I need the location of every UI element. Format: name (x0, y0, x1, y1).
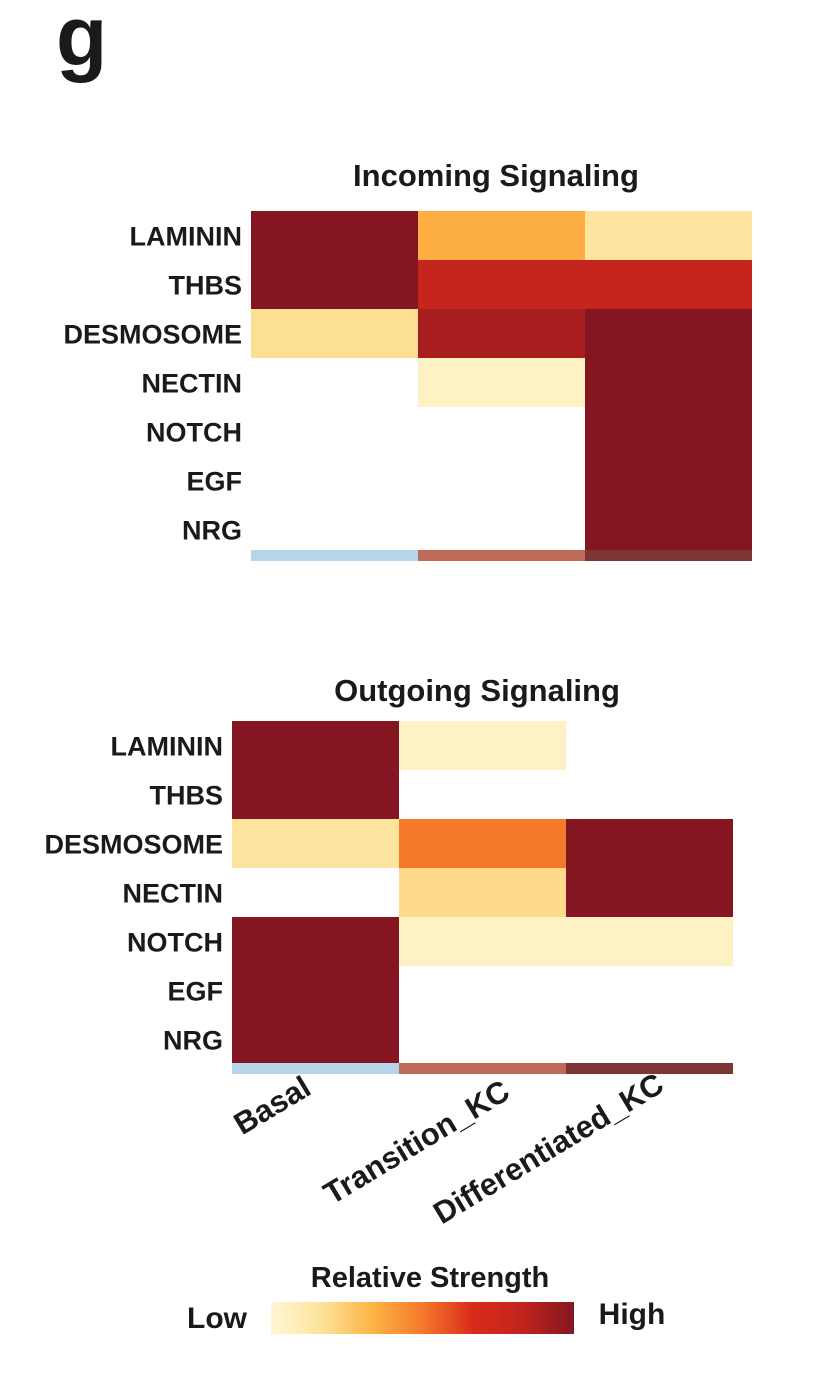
row-label-laminin: LAMININ (130, 222, 242, 252)
heatmap-cell-notch-transition-kc (399, 917, 566, 966)
heatmap-cell-nrg-differentiated-kc (585, 505, 752, 554)
group-bar-basal (232, 1063, 399, 1074)
chart-title: Outgoing Signaling (334, 673, 620, 708)
heatmap-cell-notch-basal (232, 917, 399, 966)
row-label-desmosome: DESMOSOME (63, 320, 242, 350)
incoming-signaling-heatmap: Incoming Signaling LAMININ THBS DESMOSOME NE… (63, 158, 752, 561)
heatmap-cell-desmosome-transition-kc (418, 309, 585, 358)
heatmap-cell-nectin-differentiated-kc (585, 358, 752, 407)
row-label-notch: NOTCH (146, 418, 242, 448)
heatmap-cell-desmosome-differentiated-kc (585, 309, 752, 358)
row-label-thbs: THBS (169, 271, 243, 301)
legend-title: Relative Strength (311, 1262, 550, 1294)
row-label-nrg: NRG (163, 1026, 223, 1056)
heatmap-cell-nectin-differentiated-kc (566, 868, 733, 917)
heatmap-cell-laminin-differentiated-kc (585, 211, 752, 260)
column-label-differentiated-kc: Differentiated_KC (427, 1066, 669, 1231)
chart-title: Incoming Signaling (353, 158, 639, 193)
row-label-thbs: THBS (150, 781, 224, 811)
group-bar-differentiated-kc (585, 550, 752, 561)
outgoing-signaling-heatmap: Outgoing Signaling LAMININ THBS DESMOSOME NE… (44, 673, 733, 1074)
heatmap-cell-laminin-basal (251, 211, 418, 260)
heatmap-cell-nrg-basal (232, 1015, 399, 1064)
heatmap-cell-notch-differentiated-kc (585, 407, 752, 456)
row-label-egf: EGF (167, 977, 223, 1007)
legend-low-label: Low (187, 1302, 248, 1335)
heatmap-cell-egf-differentiated-kc (585, 456, 752, 505)
heatmap-cell-desmosome-basal (232, 819, 399, 868)
row-label-nrg: NRG (182, 516, 242, 546)
row-label-notch: NOTCH (127, 928, 223, 958)
row-label-nectin: NECTIN (123, 879, 224, 909)
heatmap-cell-desmosome-basal (251, 309, 418, 358)
heatmap-cell-laminin-transition-kc (399, 721, 566, 770)
group-bar-transition-kc (399, 1063, 566, 1074)
heatmap-cell-thbs-basal (232, 770, 399, 819)
column-label-basal: Basal (228, 1069, 317, 1142)
heatmap-cell-laminin-transition-kc (418, 211, 585, 260)
group-bar-differentiated-kc (566, 1063, 733, 1074)
row-label-egf: EGF (186, 467, 242, 497)
legend-high-label: High (599, 1298, 666, 1331)
heatmap-cell-thbs-basal (251, 260, 418, 309)
heatmap-cell-notch-differentiated-kc (566, 917, 733, 966)
heatmap-cell-nectin-transition-kc (399, 868, 566, 917)
heatmap-cell-desmosome-transition-kc (399, 819, 566, 868)
heatmap-cell-desmosome-differentiated-kc (566, 819, 733, 868)
relative-strength-legend: Relative Strength Low High (187, 1262, 665, 1335)
heatmap-cell-thbs-differentiated-kc (585, 260, 752, 309)
heatmap-cell-nectin-transition-kc (418, 358, 585, 407)
heatmap-cell-thbs-transition-kc (418, 260, 585, 309)
row-label-nectin: NECTIN (142, 369, 243, 399)
group-bar-basal (251, 550, 418, 561)
row-label-desmosome: DESMOSOME (44, 830, 223, 860)
heatmap-cell-laminin-basal (232, 721, 399, 770)
heatmap-cell-egf-basal (232, 966, 399, 1015)
legend-color-bar (271, 1302, 574, 1334)
row-label-laminin: LAMININ (111, 732, 223, 762)
panel-letter: g (56, 0, 108, 83)
group-bar-transition-kc (418, 550, 585, 561)
